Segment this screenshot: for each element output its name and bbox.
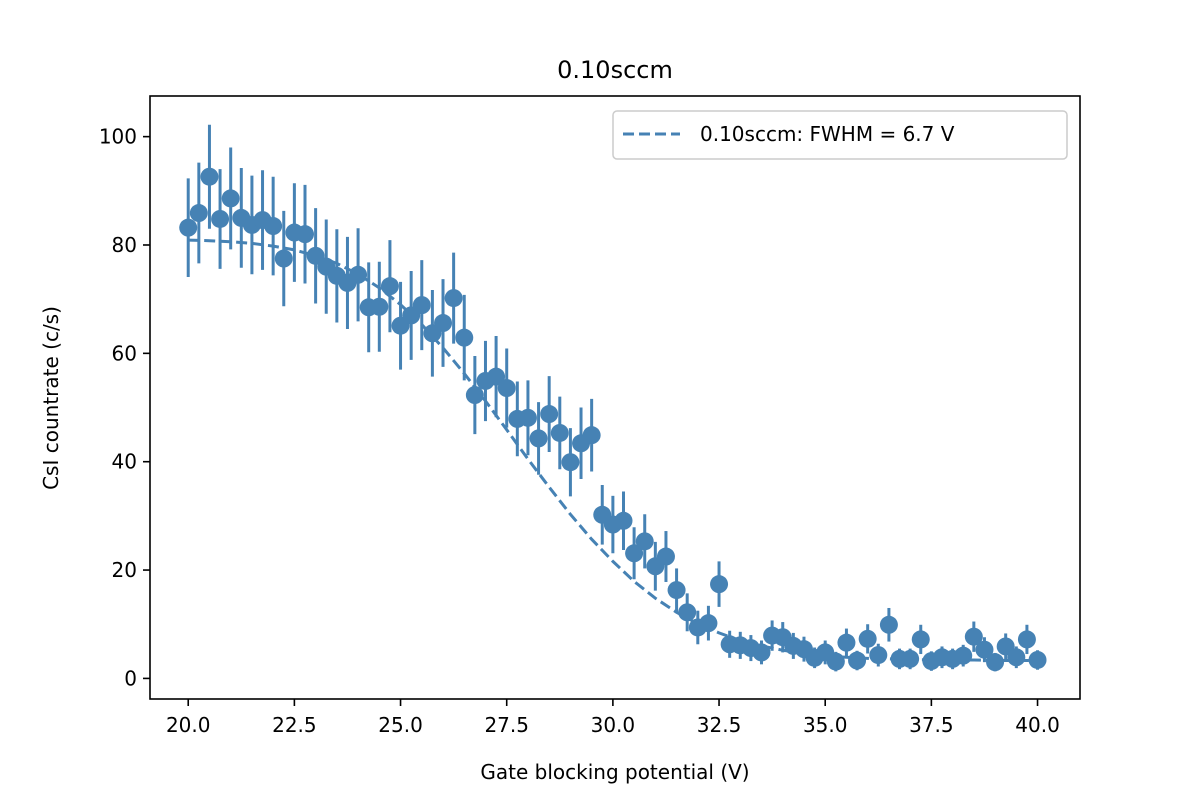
x-tick-label: 27.5 xyxy=(484,713,529,737)
data-point xyxy=(954,646,973,665)
legend-box xyxy=(612,110,1068,160)
data-point xyxy=(699,614,718,633)
x-tick-label: 35.0 xyxy=(803,713,848,737)
y-tick-label: 60 xyxy=(112,341,137,365)
x-axis-label: Gate blocking potential (V) xyxy=(480,760,749,784)
y-tick-label: 100 xyxy=(99,125,137,149)
data-point xyxy=(869,646,888,665)
data-point xyxy=(380,277,399,296)
data-point xyxy=(582,426,601,445)
x-tick-label: 30.0 xyxy=(591,713,636,737)
data-point xyxy=(635,532,654,551)
y-axis-label: CsI countrate (c/s) xyxy=(39,306,63,490)
data-point xyxy=(678,603,697,622)
data-point xyxy=(1007,648,1026,667)
data-point xyxy=(964,627,983,646)
x-tick-label: 32.5 xyxy=(697,713,742,737)
data-point xyxy=(370,297,389,316)
y-tick-label: 80 xyxy=(112,233,137,257)
data-point xyxy=(858,629,877,648)
y-tick-label: 40 xyxy=(112,450,137,474)
data-point xyxy=(189,204,208,223)
legend-entry: 0.10sccm: FWHM = 6.7 V xyxy=(700,122,955,146)
x-tick-label: 25.0 xyxy=(378,713,423,737)
data-point xyxy=(752,643,771,662)
y-tick-label: 20 xyxy=(112,558,137,582)
points-layer xyxy=(179,167,1047,672)
data-point xyxy=(550,423,569,442)
data-point xyxy=(274,249,293,268)
data-point xyxy=(879,615,898,634)
chart-title: 0.10sccm xyxy=(557,56,673,84)
data-point xyxy=(901,649,920,668)
x-tick-label: 20.0 xyxy=(166,713,211,737)
y-tick-label: 0 xyxy=(124,666,137,690)
data-point xyxy=(540,405,559,424)
plot-area xyxy=(149,95,1081,700)
data-point xyxy=(667,581,686,600)
data-point xyxy=(826,652,845,671)
data-point xyxy=(497,379,516,398)
x-tick-label: 22.5 xyxy=(272,713,317,737)
data-point xyxy=(561,453,580,472)
legend: 0.10sccm: FWHM = 6.7 V xyxy=(612,110,1068,160)
x-tick-label: 37.5 xyxy=(909,713,954,737)
data-point xyxy=(710,575,729,594)
data-point xyxy=(1028,650,1047,669)
data-point xyxy=(837,633,856,652)
data-point xyxy=(1017,630,1036,649)
data-point xyxy=(349,265,368,284)
data-point xyxy=(455,328,474,347)
data-point xyxy=(911,630,930,649)
data-point xyxy=(614,511,633,530)
y-axis: 0 20 40 60 80 100 xyxy=(99,125,150,690)
x-tick-label: 40.0 xyxy=(1015,713,1060,737)
data-point xyxy=(975,640,994,659)
data-point xyxy=(296,225,314,244)
data-point xyxy=(487,367,506,386)
data-point xyxy=(465,386,484,405)
data-point xyxy=(179,218,198,237)
data-point xyxy=(221,189,240,208)
data-point xyxy=(444,289,463,308)
axes-frame xyxy=(149,95,1081,700)
data-point xyxy=(518,408,537,427)
data-point xyxy=(848,651,867,670)
data-point xyxy=(200,167,219,186)
data-point xyxy=(529,429,548,448)
data-point xyxy=(986,653,1005,672)
data-point xyxy=(625,544,644,563)
x-axis: 20.0 22.5 25.0 27.5 30.0 32.5 35.0 37.5 40.0 xyxy=(166,699,1060,737)
data-point xyxy=(412,296,431,315)
axes-background xyxy=(150,96,1080,699)
data-point xyxy=(656,547,675,566)
data-point xyxy=(434,314,453,333)
data-point xyxy=(211,209,230,228)
data-point xyxy=(264,217,283,236)
